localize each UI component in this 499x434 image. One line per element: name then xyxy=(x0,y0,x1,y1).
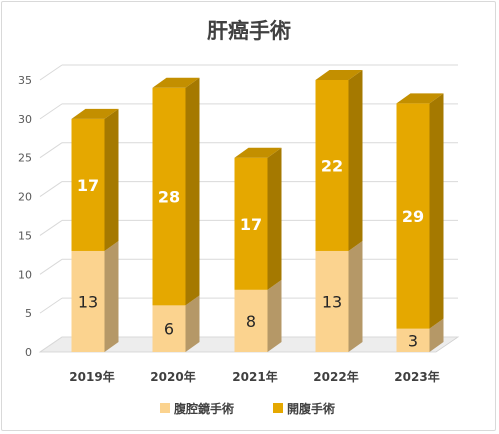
y-tick-label: 30 xyxy=(18,113,32,126)
y-tick-label: 5 xyxy=(25,307,32,320)
bars xyxy=(71,70,444,352)
data-label: 22 xyxy=(321,156,343,175)
bar-laparoscopic-2020年 xyxy=(152,305,186,352)
data-label: 29 xyxy=(402,207,424,226)
bar-open-2023年 xyxy=(396,103,430,329)
bar-laparoscopic-2021年 xyxy=(234,289,268,352)
bar-side-face xyxy=(267,279,282,352)
chart-title: 肝癌手術 xyxy=(207,19,291,43)
bar-top-face xyxy=(315,70,363,80)
data-labels: 13 17 6 28 8 17 13 22 3 29 xyxy=(77,156,424,350)
data-label: 28 xyxy=(158,188,180,207)
gridline-side xyxy=(39,142,63,159)
bar-open-2022年 xyxy=(315,80,349,251)
gridline-side xyxy=(39,297,63,314)
bar-laparoscopic-2023年 xyxy=(396,328,430,352)
data-label: 17 xyxy=(240,215,262,234)
gridline-side xyxy=(39,181,63,197)
bar-side-face xyxy=(348,70,363,251)
y-tick-label: 0 xyxy=(25,346,32,359)
bar-top-face xyxy=(71,108,119,119)
bar-side-face xyxy=(185,295,200,352)
x-category-label: 2021年 xyxy=(232,369,277,384)
data-label: 6 xyxy=(164,320,174,339)
bar-laparoscopic-2019年 xyxy=(71,250,105,352)
category-labels: 2019年 2020年 2021年 2022年 2023年 xyxy=(69,369,439,384)
y-tick-label: 10 xyxy=(18,268,32,281)
legend-swatch xyxy=(160,403,170,413)
x-category-label: 2022年 xyxy=(313,369,358,384)
bar-side-face xyxy=(429,93,444,329)
legend-swatch xyxy=(273,403,283,413)
legend: 腹腔鏡手術 開腹手術 xyxy=(160,401,335,416)
data-label: 8 xyxy=(246,312,256,331)
bar-side-face xyxy=(185,77,200,306)
bar-side-face xyxy=(348,240,363,352)
y-tick-label: 20 xyxy=(18,191,32,204)
gridline-side xyxy=(39,258,63,275)
gridline-side xyxy=(39,64,63,81)
bar-open-2021年 xyxy=(234,157,268,290)
y-tick-label: 15 xyxy=(18,229,32,242)
x-category-label: 2019年 xyxy=(69,369,114,384)
bar-laparoscopic-2022年 xyxy=(315,250,349,352)
bar-side-face xyxy=(104,240,119,352)
axis: 0 5 10 15 20 25 30 35 xyxy=(18,74,32,359)
bar-side-face xyxy=(104,108,119,251)
x-category-label: 2020年 xyxy=(150,369,195,384)
data-label: 13 xyxy=(78,292,98,311)
y-tick-label: 25 xyxy=(18,152,32,165)
bar-open-2019年 xyxy=(71,118,105,251)
y-tick-label: 35 xyxy=(18,74,32,87)
bar-open-2020年 xyxy=(152,87,186,306)
gridline-side xyxy=(39,220,63,236)
legend-label: 腹腔鏡手術 xyxy=(174,401,234,416)
gridline-side xyxy=(39,336,63,353)
data-label: 3 xyxy=(408,331,418,350)
data-label: 13 xyxy=(322,292,342,311)
bar-side-face xyxy=(267,147,282,290)
bar-top-face xyxy=(396,93,444,104)
x-category-label: 2023年 xyxy=(394,369,439,384)
bar-top-face xyxy=(152,77,200,88)
data-label: 17 xyxy=(77,176,99,195)
bar-top-face xyxy=(234,147,282,158)
legend-label: 開腹手術 xyxy=(287,401,335,416)
bar-side-face xyxy=(429,318,444,352)
gridline-side xyxy=(39,103,63,120)
